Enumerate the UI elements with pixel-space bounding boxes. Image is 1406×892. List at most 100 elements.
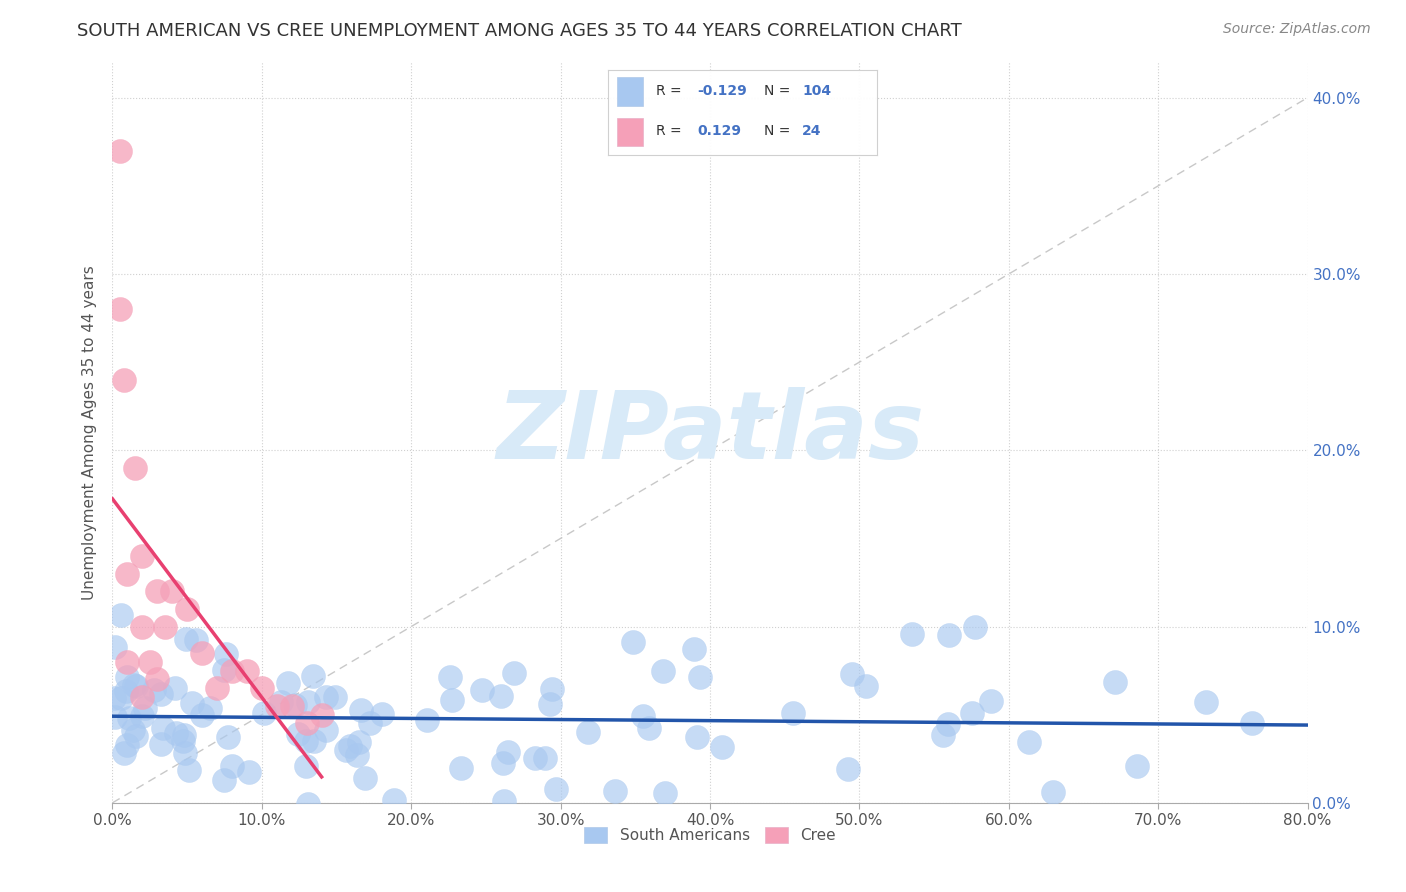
Point (114, 373, 135, 387)
Point (638, 721, 661, 735)
Point (174, 746, 197, 760)
Point (191, 646, 214, 660)
Point (212, 773, 235, 788)
Point (150, 687, 173, 701)
Point (335, 743, 357, 757)
Point (176, 602, 198, 616)
Point (546, 781, 568, 796)
Point (450, 761, 472, 775)
Point (125, 679, 148, 693)
Point (1212, 809, 1234, 823)
Point (302, 669, 325, 683)
Point (117, 711, 139, 725)
Point (541, 681, 564, 696)
Point (492, 794, 515, 808)
Point (689, 670, 711, 684)
Point (103, 691, 125, 706)
Point (186, 633, 208, 648)
Point (139, 655, 162, 669)
Point (152, 721, 174, 735)
Point (131, 549, 153, 563)
Point (900, 626, 922, 640)
Point (110, 690, 132, 705)
Point (104, 710, 127, 724)
Point (179, 764, 201, 778)
Point (236, 664, 259, 678)
Point (359, 715, 381, 730)
Point (215, 647, 238, 661)
Point (146, 673, 169, 687)
Point (287, 727, 309, 741)
Point (125, 729, 148, 743)
Point (346, 748, 368, 763)
Point (180, 696, 202, 710)
Point (191, 708, 214, 723)
Point (117, 655, 139, 669)
Point (1104, 675, 1126, 690)
Point (172, 734, 194, 748)
Point (503, 665, 526, 680)
Point (1240, 715, 1263, 730)
Point (682, 642, 704, 657)
Point (439, 670, 461, 684)
Point (297, 797, 319, 812)
Legend: South Americans, Cree: South Americans, Cree (576, 820, 844, 851)
Point (311, 707, 333, 722)
Point (371, 706, 394, 721)
Point (621, 635, 644, 649)
Point (217, 730, 239, 744)
Point (353, 771, 375, 785)
Point (162, 584, 183, 599)
Point (496, 745, 519, 759)
Point (315, 690, 337, 704)
Point (112, 746, 135, 760)
Point (266, 698, 288, 713)
Text: Source: ZipAtlas.com: Source: ZipAtlas.com (1223, 22, 1371, 37)
Point (965, 619, 987, 633)
Point (441, 692, 464, 706)
Point (782, 706, 804, 721)
Point (131, 690, 153, 704)
Point (297, 695, 319, 709)
Point (980, 694, 1002, 708)
Point (117, 738, 139, 752)
Text: SOUTH AMERICAN VS CREE UNEMPLOYMENT AMONG AGES 35 TO 44 YEARS CORRELATION CHART: SOUTH AMERICAN VS CREE UNEMPLOYMENT AMON… (77, 22, 962, 40)
Point (1042, 785, 1064, 799)
Point (250, 681, 273, 696)
Point (143, 683, 166, 698)
Point (131, 708, 153, 723)
Point (295, 734, 318, 748)
Point (631, 708, 654, 723)
Point (936, 717, 959, 731)
Point (124, 461, 146, 475)
Point (165, 726, 187, 740)
Point (837, 762, 859, 776)
Point (938, 628, 960, 642)
Point (350, 703, 373, 717)
Point (841, 667, 863, 681)
Point (284, 698, 307, 713)
Point (149, 737, 172, 751)
Point (524, 751, 547, 765)
Point (470, 683, 492, 698)
Point (492, 756, 515, 770)
Point (489, 689, 512, 703)
Point (686, 731, 709, 745)
Point (855, 679, 877, 693)
Point (384, 793, 406, 807)
Point (304, 734, 326, 748)
Point (146, 584, 169, 599)
Point (253, 706, 276, 721)
Point (114, 683, 136, 698)
Point (960, 706, 983, 720)
Point (134, 701, 156, 715)
Point (534, 751, 557, 765)
Point (931, 728, 953, 742)
Point (270, 695, 292, 709)
Point (117, 566, 139, 581)
Point (173, 728, 195, 742)
Point (108, 144, 131, 158)
Point (277, 676, 299, 690)
Point (122, 678, 145, 692)
Point (117, 670, 139, 684)
